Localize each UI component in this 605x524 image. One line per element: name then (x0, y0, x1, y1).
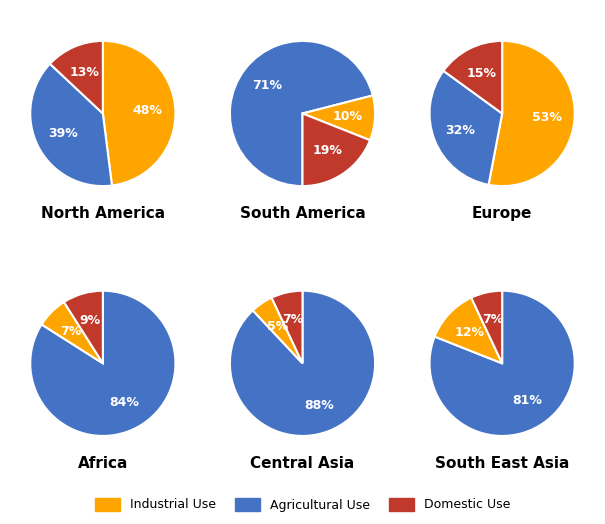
Wedge shape (443, 41, 502, 114)
Text: 15%: 15% (466, 67, 497, 80)
Text: 84%: 84% (110, 396, 140, 409)
Text: 48%: 48% (133, 104, 163, 117)
Text: 81%: 81% (512, 394, 543, 407)
Title: Central Asia: Central Asia (250, 455, 355, 471)
Text: 9%: 9% (80, 314, 101, 326)
Text: 39%: 39% (48, 127, 77, 140)
Text: 13%: 13% (70, 66, 100, 79)
Text: 10%: 10% (332, 110, 362, 123)
Wedge shape (50, 41, 103, 114)
Wedge shape (42, 302, 103, 363)
Text: 19%: 19% (313, 144, 343, 157)
Wedge shape (489, 41, 575, 186)
Wedge shape (253, 298, 302, 363)
Wedge shape (302, 95, 375, 140)
Title: Europe: Europe (472, 206, 532, 221)
Wedge shape (230, 291, 375, 436)
Text: 7%: 7% (482, 313, 503, 326)
Text: 7%: 7% (282, 313, 303, 326)
Wedge shape (230, 41, 373, 186)
Text: 12%: 12% (454, 326, 485, 339)
Wedge shape (30, 291, 175, 436)
Wedge shape (30, 64, 112, 186)
Text: 32%: 32% (445, 124, 476, 137)
Title: South America: South America (240, 206, 365, 221)
Title: South East Asia: South East Asia (435, 455, 569, 471)
Wedge shape (430, 291, 575, 436)
Text: 7%: 7% (60, 325, 82, 338)
Text: 53%: 53% (532, 111, 562, 124)
Wedge shape (471, 291, 502, 363)
Wedge shape (434, 298, 502, 363)
Legend: Industrial Use, Agricultural Use, Domestic Use: Industrial Use, Agricultural Use, Domest… (89, 492, 516, 518)
Text: 88%: 88% (304, 399, 334, 412)
Title: Africa: Africa (77, 455, 128, 471)
Text: 71%: 71% (252, 80, 282, 92)
Text: 5%: 5% (267, 320, 288, 333)
Wedge shape (302, 114, 370, 186)
Wedge shape (64, 291, 103, 363)
Wedge shape (272, 291, 302, 363)
Wedge shape (103, 41, 175, 185)
Wedge shape (430, 71, 502, 185)
Title: North America: North America (41, 206, 165, 221)
